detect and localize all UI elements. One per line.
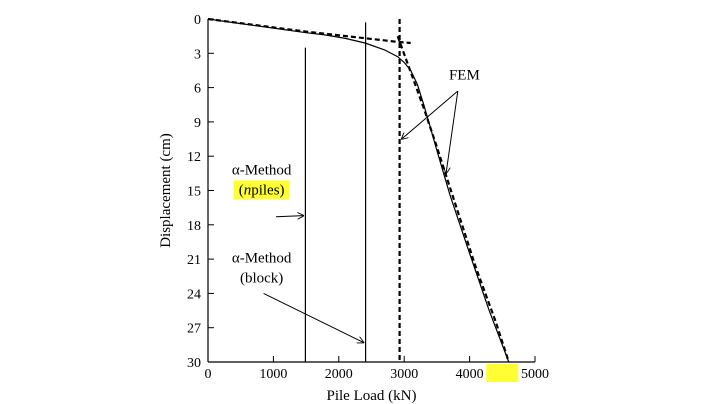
- annotations-group: α-Method (npiles) α-Method (block) FEM: [232, 68, 480, 343]
- y-tick-label: 15: [187, 185, 201, 200]
- y-tick-label: 0: [194, 13, 201, 28]
- y-tick-label: 30: [187, 356, 201, 371]
- annotation-label: α-Method: [232, 162, 292, 178]
- y-axis-title: Displacement (cm): [158, 133, 174, 248]
- axes: 0 3 6 9 12 15 18 21 24 27 30 0 1000 2000 3000 4000 5000: [187, 13, 549, 382]
- x-axis-title: Pile Load (kN): [327, 388, 417, 404]
- annotation-arrow: [402, 90, 459, 139]
- series-group: [207, 17, 510, 363]
- annotation-arrow: [446, 90, 459, 173]
- axis-labels: Pile Load (kN) Displacement (cm): [158, 133, 416, 404]
- x-tick-label: 3000: [390, 367, 418, 382]
- x-tick-label: 4000: [456, 367, 484, 382]
- y-tick-label: 18: [187, 219, 201, 234]
- y-tick-label: 6: [194, 82, 201, 97]
- annotation-label: FEM: [449, 68, 480, 84]
- x-tick-highlight: [486, 364, 519, 382]
- series-line-2: [396, 35, 510, 363]
- x-tick-label: 0: [205, 367, 212, 382]
- y-tick-label: 12: [187, 150, 201, 165]
- y-tick-label: 9: [194, 116, 201, 131]
- annotation-label: (npiles): [239, 182, 285, 198]
- x-tick-label: 2000: [325, 367, 353, 382]
- annotation-label: (block): [240, 271, 283, 287]
- y-tick-label: 3: [194, 47, 201, 62]
- annotation-label: α-Method: [232, 251, 292, 267]
- y-tick-label: 27: [187, 322, 201, 337]
- annotation-arrow: [263, 292, 364, 342]
- annotation-highlight: [233, 180, 290, 200]
- annotation-arrow: [275, 216, 303, 217]
- x-tick-label: 5000: [521, 367, 549, 382]
- y-tick-label: 21: [187, 253, 201, 268]
- series-line-1: [207, 17, 411, 45]
- x-tick-label: 1000: [259, 367, 287, 382]
- y-tick-label: 24: [187, 287, 201, 302]
